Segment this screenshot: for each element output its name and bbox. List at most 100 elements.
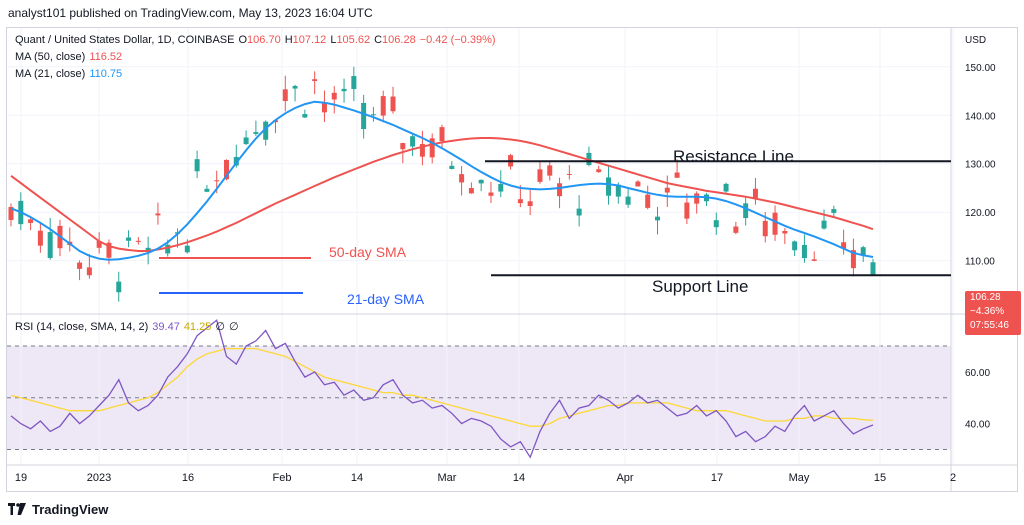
candle-body <box>615 184 621 197</box>
open-value: 106.70 <box>247 34 281 46</box>
candle-body <box>351 76 357 89</box>
candle-body <box>390 96 396 112</box>
time-tick-label: 16 <box>182 472 194 484</box>
last-price-badge: 106.28 −4.36% 07:55:46 <box>965 291 1021 335</box>
candle-body <box>762 220 768 237</box>
candle-body <box>165 244 171 254</box>
candle-body <box>400 143 406 150</box>
candle-body <box>782 230 788 234</box>
candle-body <box>135 240 141 242</box>
candle-body <box>204 188 210 192</box>
currency-label: USD <box>965 35 986 46</box>
candle-body <box>96 240 102 248</box>
candle-body <box>557 183 563 197</box>
candle-body <box>282 89 288 101</box>
candle-body <box>606 177 612 196</box>
rsi-line <box>10 319 874 459</box>
candle-body <box>439 127 445 142</box>
candle-body <box>625 196 631 205</box>
price-tick-label: 130.00 <box>965 160 996 171</box>
time-tick-label: 14 <box>351 472 363 484</box>
candle-body <box>321 103 327 113</box>
candle-body <box>331 92 337 100</box>
rsi-sma-line <box>10 347 874 427</box>
time-axis-ticks: 19 2023 16 Feb 14 Mar 14 Apr 17 May 15 2 <box>15 472 956 484</box>
candle-body <box>811 259 817 261</box>
time-tick-label: May <box>789 472 810 484</box>
publisher-header: analyst101 published on TradingView.com,… <box>8 6 373 20</box>
time-tick-label: 15 <box>874 472 886 484</box>
sma21-label: 21-day SMA <box>347 291 425 307</box>
candle-body <box>292 85 298 89</box>
candle-body <box>155 213 161 216</box>
candle-body <box>527 201 533 206</box>
time-tick-label: Apr <box>616 472 633 484</box>
candle-body <box>713 220 719 228</box>
price-tick-label: 150.00 <box>965 63 996 74</box>
candle-body <box>596 169 602 173</box>
candle-body <box>243 137 249 145</box>
candle-body <box>214 180 220 182</box>
candle-body <box>478 179 484 184</box>
candle-body <box>664 187 670 193</box>
candle-body <box>576 208 582 216</box>
candle-body <box>263 121 269 140</box>
time-tick-label: 2023 <box>87 472 111 484</box>
rsi-tick-label: 40.00 <box>965 420 990 431</box>
candle-body <box>106 242 112 258</box>
low-value: 105.62 <box>336 34 371 46</box>
change-value: −0.42 (−0.39%) <box>419 34 496 46</box>
footer: TradingView <box>8 497 108 521</box>
time-tick-label: 19 <box>15 472 27 484</box>
time-tick-label: 14 <box>513 472 525 484</box>
candle-body <box>77 262 83 269</box>
candle-body <box>116 281 122 293</box>
resistance-label: Resistance Line <box>673 147 794 166</box>
candle-body <box>302 114 308 118</box>
candle-body <box>772 212 778 235</box>
candle-body <box>419 144 425 157</box>
price-axis-ticks: 150.00 140.00 130.00 120.00 110.00 <box>965 63 996 268</box>
candle-body <box>224 159 229 180</box>
candle-body <box>312 79 318 81</box>
last-change: −4.36% <box>970 306 1005 317</box>
candle-body <box>194 159 200 172</box>
ma50-legend[interactable]: MA (50, close) 116.52 <box>15 51 123 63</box>
candle-body <box>733 226 739 233</box>
candle-body <box>841 242 847 249</box>
chart-canvas[interactable]: Resistance Line Support Line 50-day SMA … <box>7 28 1017 491</box>
candle-body <box>8 207 14 220</box>
time-tick-label: Mar <box>438 472 457 484</box>
candle-body <box>537 169 543 182</box>
candle-body <box>674 172 680 178</box>
candle-body <box>870 262 876 275</box>
candle-body <box>145 247 151 252</box>
ma21-line <box>10 100 874 261</box>
candle-body <box>655 216 660 221</box>
candle-body <box>28 219 34 223</box>
footer-brand: TradingView <box>32 501 109 517</box>
tradingview-logo-icon[interactable] <box>8 503 26 515</box>
candle-body <box>743 203 749 219</box>
time-tick-label: 17 <box>711 472 723 484</box>
sma50-label: 50-day SMA <box>329 244 407 260</box>
candle-body <box>410 136 416 147</box>
candle-body <box>498 183 504 192</box>
candle-body <box>370 114 376 116</box>
support-label: Support Line <box>652 277 748 296</box>
candles <box>8 66 876 302</box>
candle-body <box>684 202 690 219</box>
candle-body <box>635 181 641 187</box>
rsi-legend[interactable]: RSI (14, close, SMA, 14, 2) 39.47 41.25 ∅ ∅ <box>15 321 239 333</box>
candle-body <box>459 174 465 183</box>
candle-body <box>341 88 347 92</box>
ma21-legend[interactable]: MA (21, close) 110.75 <box>15 68 123 80</box>
candle-body <box>752 188 758 198</box>
candle-body <box>850 250 856 269</box>
candle-body <box>566 173 572 175</box>
candle-body <box>47 232 53 258</box>
chart-frame[interactable]: Resistance Line Support Line 50-day SMA … <box>6 27 1021 492</box>
candle-body <box>449 165 455 169</box>
rsi-tick-label: 60.00 <box>965 368 990 379</box>
candle-body <box>694 193 700 204</box>
